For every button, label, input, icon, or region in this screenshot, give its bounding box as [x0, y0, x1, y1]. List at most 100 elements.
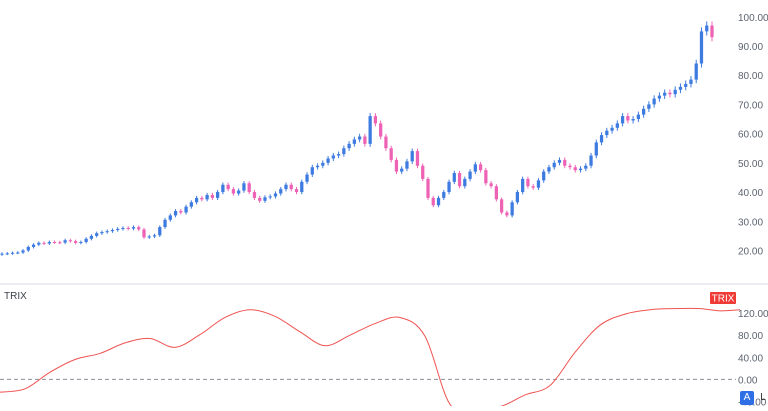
- price-tick-label: 20.00: [738, 246, 763, 257]
- candle-body: [85, 239, 88, 242]
- trix-badge-label: TRIX: [712, 294, 735, 305]
- candle-body: [400, 169, 403, 172]
- candle-body: [395, 160, 398, 172]
- candle-body: [63, 240, 66, 242]
- candle-body: [568, 166, 571, 167]
- candle-body: [411, 151, 414, 161]
- candle-body: [684, 84, 687, 87]
- candle-body: [353, 139, 356, 143]
- candle-body: [211, 195, 214, 198]
- candle-body: [58, 242, 61, 243]
- candle-body: [190, 202, 193, 206]
- candle-body: [11, 253, 14, 254]
- candle-body: [321, 163, 324, 166]
- candle-body: [463, 179, 466, 186]
- candle-body: [79, 242, 82, 243]
- candle-body: [658, 96, 661, 99]
- candle-body: [326, 158, 329, 162]
- candle-body: [405, 161, 408, 168]
- candle-body: [0, 254, 3, 255]
- candle-body: [205, 195, 208, 199]
- price-pane[interactable]: [0, 21, 713, 256]
- indicator-tick-label: 120.00: [738, 309, 768, 320]
- candle-body: [432, 198, 435, 205]
- candle-body: [269, 196, 272, 197]
- candle-body: [479, 164, 482, 170]
- candle-body: [526, 179, 529, 186]
- candle-body: [6, 253, 9, 254]
- candle-body: [42, 243, 45, 244]
- candle-body: [284, 185, 287, 189]
- candle-body: [179, 211, 182, 212]
- candle-body: [642, 109, 645, 115]
- candle-body: [37, 243, 40, 245]
- candle-body: [589, 156, 592, 166]
- candle-body: [132, 227, 135, 228]
- candle-body: [616, 123, 619, 127]
- price-tick-label: 40.00: [738, 188, 763, 199]
- candle-body: [453, 173, 456, 182]
- candle-body: [663, 93, 666, 96]
- candle-body: [605, 131, 608, 135]
- candle-body: [374, 116, 377, 123]
- candle-body: [16, 253, 19, 254]
- candle-body: [437, 198, 440, 205]
- candle-body: [379, 123, 382, 136]
- candle-body: [316, 166, 319, 167]
- price-tick-label: 60.00: [738, 130, 763, 141]
- candle-body: [347, 144, 350, 148]
- price-tick-label: 70.00: [738, 100, 763, 111]
- candle-body: [495, 186, 498, 199]
- candle-body: [426, 179, 429, 198]
- candle-body: [558, 160, 561, 163]
- indicator-name: TRIX: [4, 291, 27, 302]
- price-axis[interactable]: 20.00 30.00 40.00 50.00 60.00 70.00 80.00 90.00…: [738, 13, 768, 258]
- candle-body: [579, 169, 582, 170]
- candle-body: [137, 227, 140, 229]
- log-scale-button[interactable]: L: [756, 391, 768, 405]
- candle-body: [384, 137, 387, 149]
- candle-body: [121, 228, 124, 229]
- candle-body: [200, 198, 203, 199]
- candle-body: [21, 250, 24, 252]
- candle-body: [69, 240, 72, 241]
- candle-body: [127, 228, 130, 229]
- candle-body: [542, 172, 545, 181]
- candle-body: [631, 119, 634, 120]
- candle-body: [158, 227, 161, 235]
- indicator-pane[interactable]: [0, 308, 740, 406]
- candle-body: [363, 137, 366, 144]
- candle-body: [342, 148, 345, 154]
- candle-body: [258, 198, 261, 201]
- candle-body: [610, 128, 613, 131]
- candle-body: [553, 163, 556, 167]
- candle-body: [584, 166, 587, 169]
- candle-body: [142, 229, 145, 237]
- candle-body: [253, 192, 256, 198]
- candle-body: [447, 182, 450, 192]
- candle-body: [421, 166, 424, 179]
- price-tick-label: 90.00: [738, 42, 763, 53]
- indicator-tick-label: 80.00: [738, 331, 763, 342]
- candle-body: [416, 151, 419, 166]
- candle-body: [248, 183, 251, 192]
- trix-line: [0, 308, 740, 406]
- indicator-tick-label: 40.00: [738, 353, 763, 364]
- candle-body: [505, 212, 508, 215]
- candle-body: [674, 90, 677, 94]
- price-tick-label: 50.00: [738, 159, 763, 170]
- candle-body: [647, 104, 650, 108]
- candle-body: [237, 191, 240, 194]
- candle-body: [500, 199, 503, 212]
- candle-body: [90, 236, 93, 239]
- candle-body: [653, 99, 656, 105]
- candle-body: [700, 31, 703, 63]
- candle-body: [274, 194, 277, 197]
- price-tick-label: 100.00: [738, 13, 768, 24]
- candle-body: [621, 116, 624, 123]
- candle-body: [242, 183, 245, 190]
- auto-scale-button[interactable]: A: [740, 391, 754, 405]
- candle-body: [474, 164, 477, 171]
- candle-body: [458, 173, 461, 186]
